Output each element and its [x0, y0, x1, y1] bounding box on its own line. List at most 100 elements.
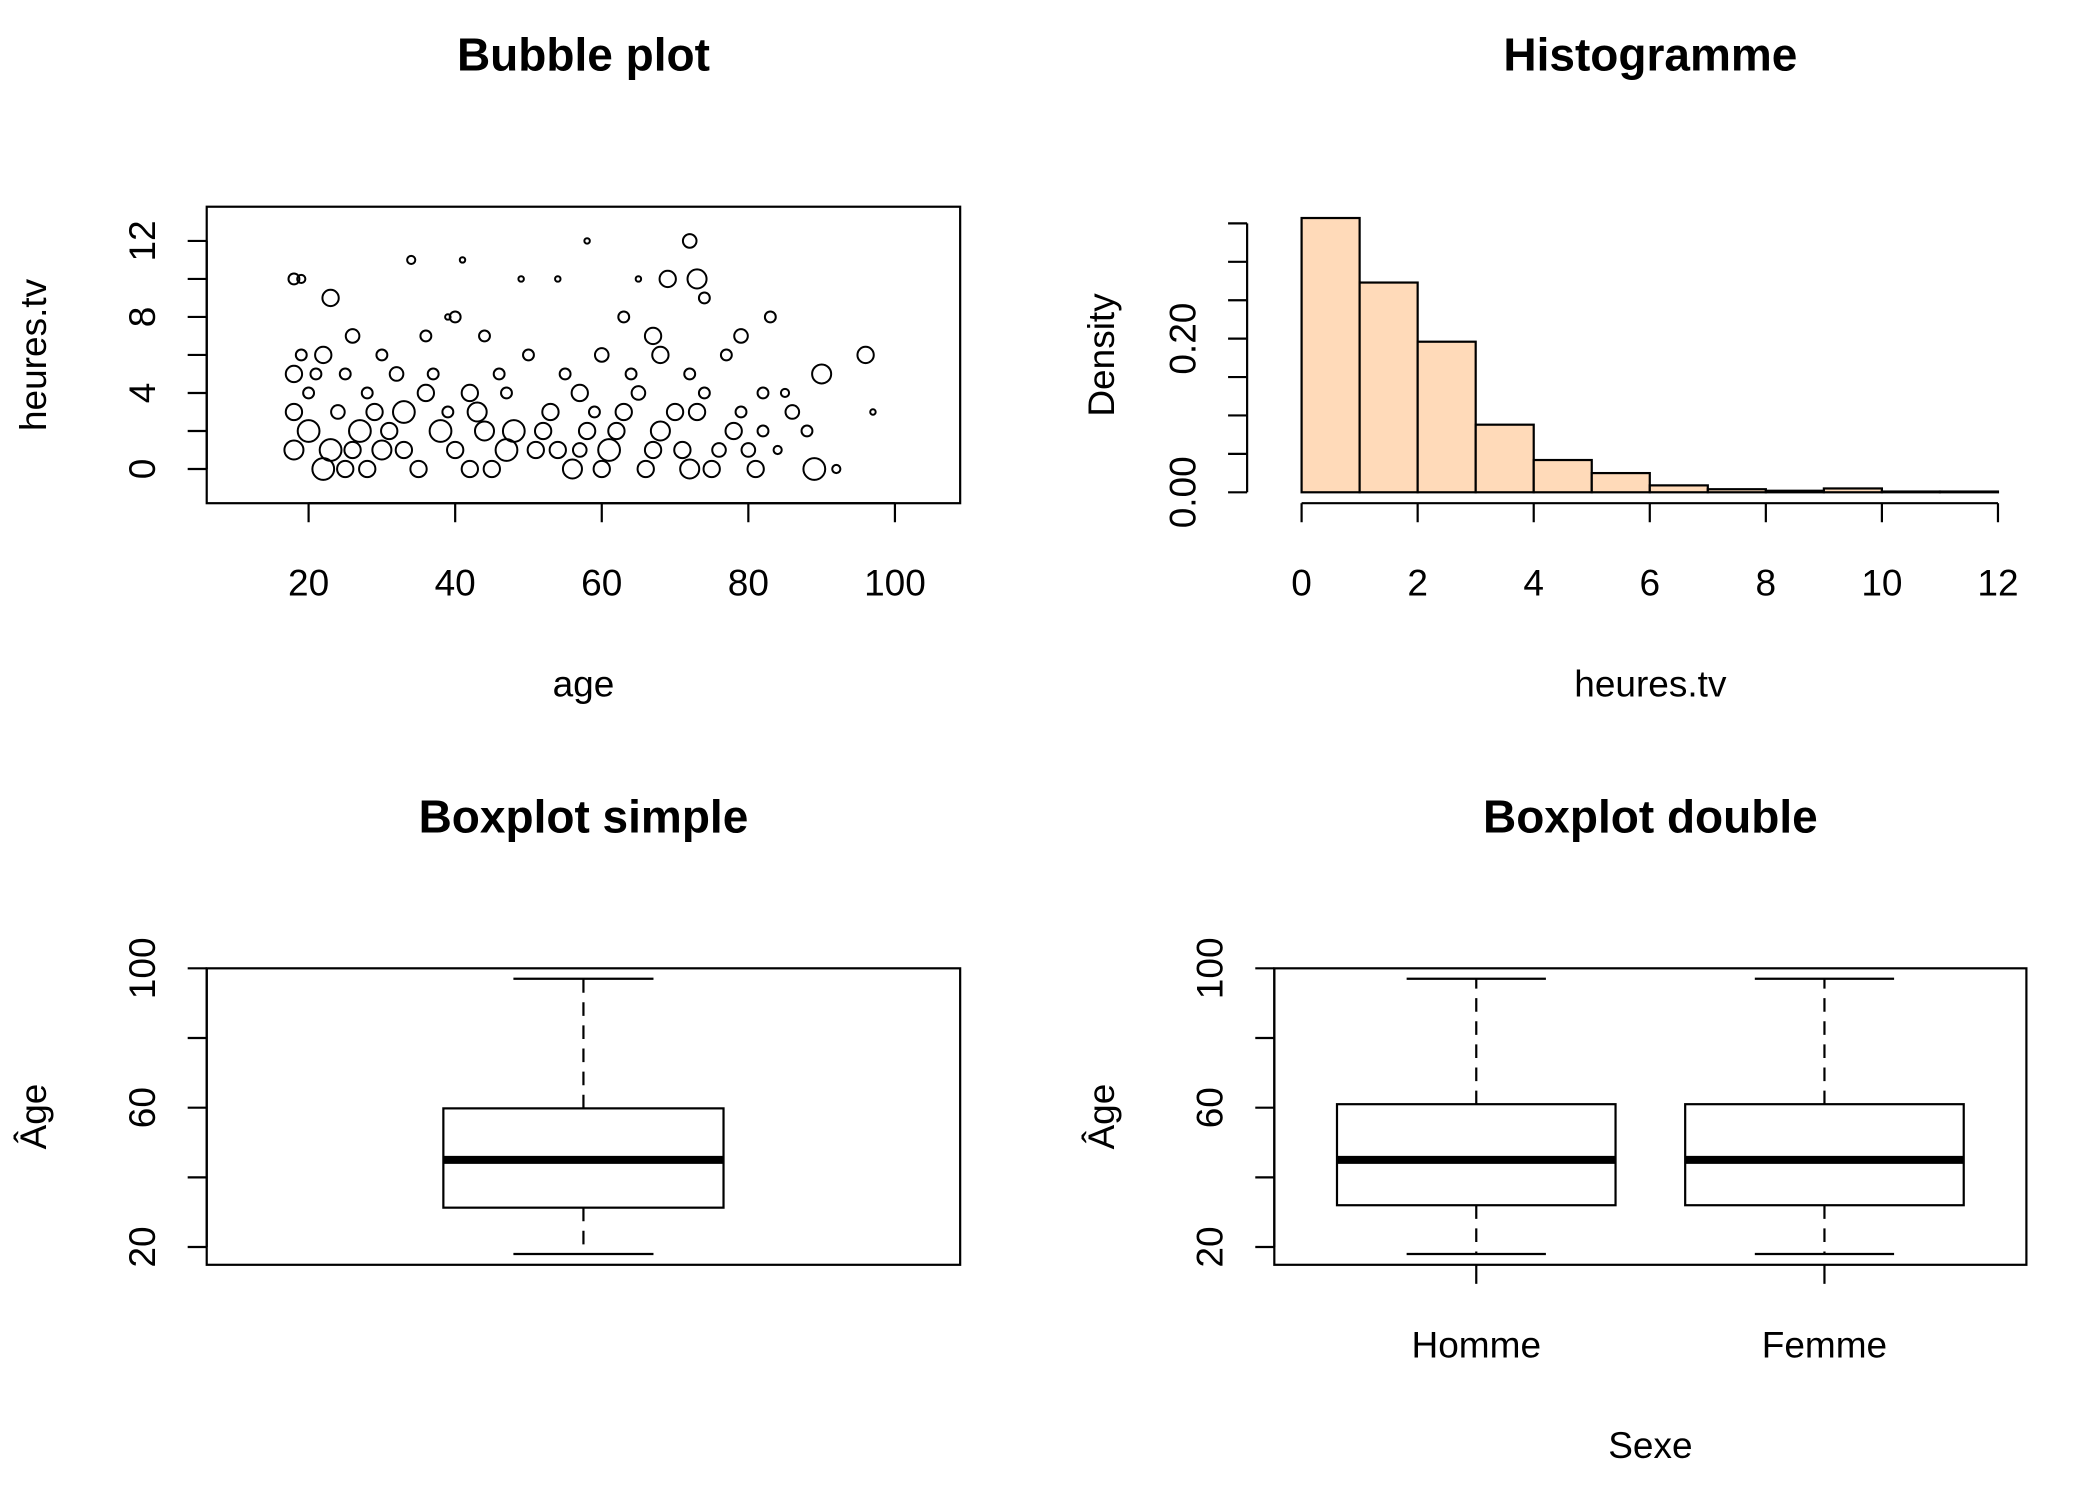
bubble	[391, 400, 416, 424]
histogram-bar	[1880, 490, 1942, 494]
bubble	[478, 329, 491, 343]
bubble	[517, 275, 525, 283]
chart-title: Boxplot double	[1483, 790, 1818, 842]
bubble	[548, 440, 567, 460]
bubble	[593, 347, 610, 363]
bubble	[294, 348, 308, 362]
bubble	[597, 438, 621, 462]
bubble	[321, 288, 340, 308]
bubble	[426, 367, 440, 381]
y-tick-label: 0.20	[1162, 303, 1203, 375]
bubble	[522, 348, 535, 362]
x-tick-label: 80	[728, 563, 769, 604]
y-tick-label: 4	[122, 383, 163, 404]
bubble	[697, 291, 711, 305]
bubble	[800, 424, 814, 438]
bubble	[746, 459, 765, 479]
bubble	[702, 459, 721, 479]
bubble	[284, 402, 304, 422]
histogram-bar	[1938, 490, 2000, 494]
histogram-bar	[1764, 489, 1825, 494]
x-tick-label: Femme	[1762, 1324, 1887, 1365]
bubble	[740, 442, 757, 458]
bubble	[409, 459, 428, 479]
x-tick-label: Homme	[1412, 1324, 1542, 1365]
bubble	[348, 419, 372, 443]
bubble	[756, 424, 770, 438]
x-tick-label: 60	[581, 563, 622, 604]
bubble	[283, 439, 305, 461]
histogram-bar	[1358, 281, 1419, 494]
y-axis-label: Âge	[13, 1084, 54, 1150]
bubble	[428, 419, 453, 443]
bubble	[558, 367, 572, 381]
bubble	[570, 383, 589, 403]
y-tick-label: 12	[122, 220, 163, 261]
bubble	[287, 272, 301, 286]
bubble	[314, 345, 333, 365]
x-tick-label: 8	[1756, 563, 1777, 604]
histogram-bar	[1590, 471, 1651, 494]
y-axis-label: Density	[1081, 293, 1122, 417]
bubble	[394, 440, 414, 460]
bubble	[375, 348, 389, 362]
bubble	[686, 268, 708, 290]
bubble	[309, 367, 323, 381]
bubble	[673, 440, 692, 460]
bubble	[533, 421, 553, 441]
bubble	[643, 326, 663, 346]
bubble	[302, 386, 316, 400]
bubble	[296, 419, 321, 443]
x-tick-label: 100	[864, 563, 926, 604]
bubble	[343, 440, 362, 460]
bubble	[831, 463, 842, 475]
bubble	[587, 405, 601, 419]
bubble	[358, 459, 377, 479]
bubble	[577, 421, 597, 441]
x-axis-label: age	[553, 663, 615, 704]
bubble	[649, 420, 671, 442]
bubble	[784, 404, 801, 420]
bubble	[416, 383, 436, 403]
bubble	[779, 387, 791, 399]
bubble	[683, 367, 697, 381]
y-tick-label: 60	[1190, 1087, 1231, 1128]
histogram-bar	[1532, 458, 1593, 494]
bubble	[460, 459, 479, 479]
bubble	[482, 459, 501, 479]
x-tick-label: 4	[1523, 563, 1544, 604]
bubble	[607, 421, 626, 441]
bubble	[724, 421, 743, 441]
histogram-bar	[1822, 487, 1884, 494]
x-tick-label: 6	[1639, 563, 1660, 604]
bubble	[330, 404, 346, 420]
bubble	[284, 364, 304, 384]
bubble	[571, 442, 588, 458]
x-tick-label: 12	[1977, 563, 2018, 604]
y-tick-label: 0	[122, 459, 163, 480]
y-tick-label: 60	[122, 1087, 163, 1128]
bubble	[772, 444, 783, 456]
bubble	[344, 328, 361, 344]
y-axis-label: Âge	[1081, 1084, 1122, 1150]
bubble	[869, 408, 877, 416]
bubble	[583, 237, 591, 245]
bubble	[441, 405, 455, 419]
bubble	[811, 363, 833, 385]
bubble	[756, 386, 770, 400]
x-tick-label: 40	[435, 563, 476, 604]
bubble	[592, 459, 611, 479]
bubble	[360, 386, 374, 400]
bubble	[617, 310, 631, 324]
histogram-bar	[1648, 484, 1709, 494]
bubble	[494, 438, 519, 462]
bubble	[466, 401, 488, 423]
bubble	[630, 385, 647, 401]
x-tick-label: 0	[1291, 563, 1312, 604]
bubble	[296, 273, 307, 285]
histogram-bar	[1300, 216, 1361, 494]
box	[1684, 1103, 1965, 1207]
bubble	[697, 386, 711, 400]
y-tick-label: 20	[122, 1226, 163, 1267]
